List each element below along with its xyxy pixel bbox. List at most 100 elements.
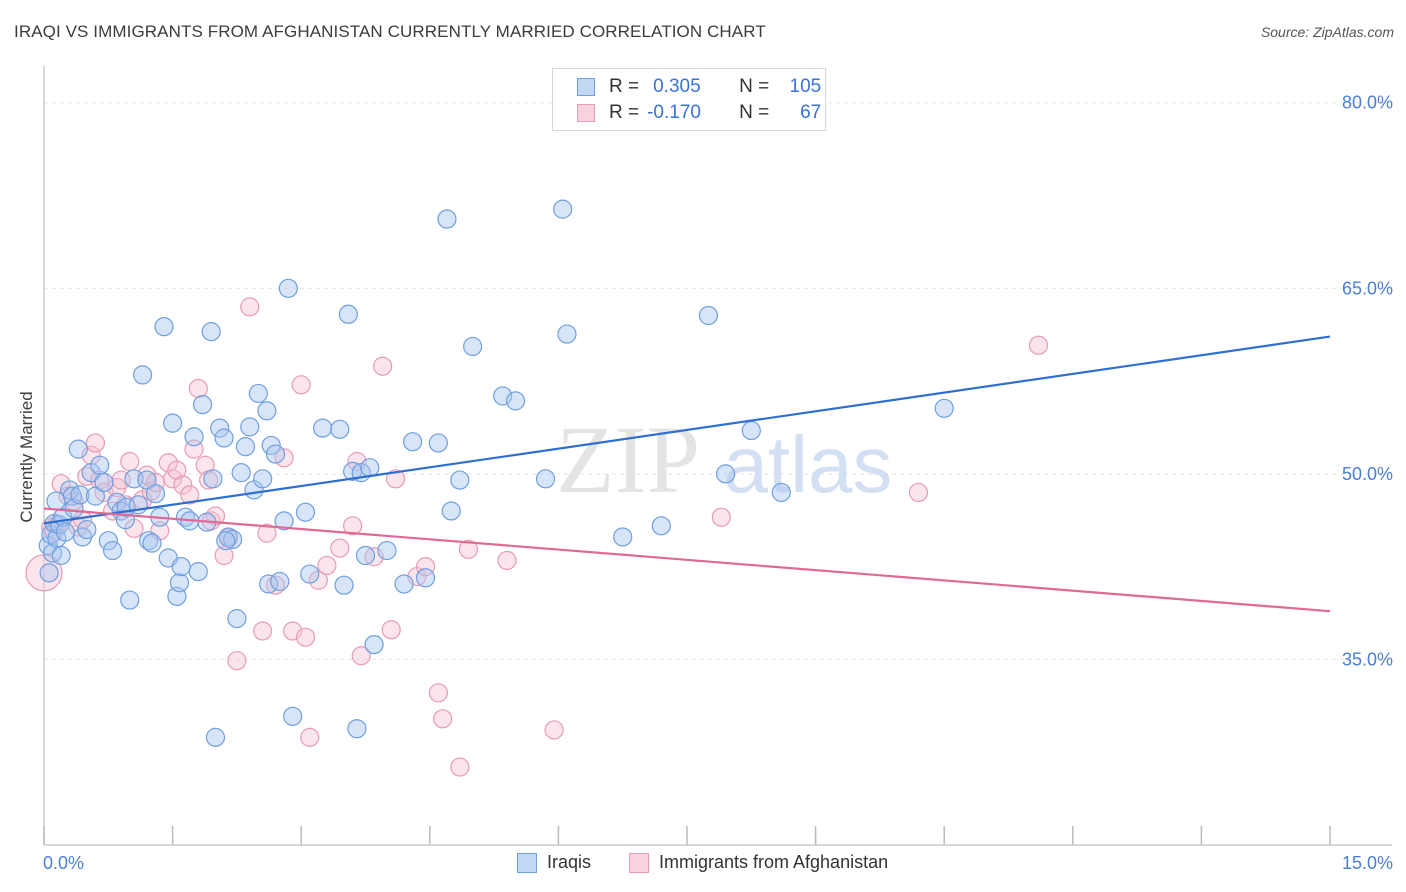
iraqi-point <box>535 469 556 489</box>
afghanistan-point <box>908 482 929 503</box>
series-legend-afghanistan[interactable]: Immigrants from Afghanistan <box>629 852 888 873</box>
legend-r-value: 0.305 <box>653 76 701 97</box>
iraqi-point <box>223 529 243 550</box>
series-legend: Iraqis Immigrants from Afghanistan <box>0 852 1406 878</box>
iraqi-point <box>145 484 166 504</box>
iraqi-point <box>154 317 174 337</box>
legend-n-label: N = <box>739 76 770 97</box>
iraqi-point <box>270 571 290 592</box>
y-tick-label: 35.0% <box>1342 649 1393 669</box>
iraqi-point <box>240 417 260 437</box>
afghanistan-point <box>433 709 453 729</box>
iraqi-point <box>505 391 526 411</box>
x-tick-label: 15.0% <box>1342 853 1393 873</box>
y-tick-label: 50.0% <box>1342 464 1393 484</box>
iraqi-point <box>68 439 88 459</box>
iraqi-point <box>70 485 90 505</box>
iraqi-point <box>184 427 204 447</box>
afghanistan-point <box>295 627 316 647</box>
axes <box>43 66 1392 846</box>
afghanistan-point <box>180 485 200 505</box>
legend-row-afghanistan: R = -0.170 N = 67 <box>577 101 821 125</box>
iraqi-point <box>248 383 268 404</box>
iraqi-point <box>278 278 298 298</box>
iraqi-point <box>210 418 230 438</box>
watermark: ZIP atlas <box>556 406 892 513</box>
iraqi-point <box>493 386 513 406</box>
iraqi-point <box>334 575 354 595</box>
iraqi-point <box>313 418 333 438</box>
iraqi-point <box>102 540 123 561</box>
legend-row-iraqis: R = 0.305 N = 105 <box>577 75 821 99</box>
iraqi-point <box>137 470 157 490</box>
iraqi-point <box>107 492 127 512</box>
iraqi-point <box>698 305 719 326</box>
iraqi-point <box>330 419 350 439</box>
iraqi-point <box>613 527 633 547</box>
iraqi-point <box>428 433 448 453</box>
afghanistan-point <box>227 651 247 671</box>
afghanistan-point <box>450 757 470 777</box>
legend-swatch-afghanistan <box>577 104 595 122</box>
iraqi-point <box>216 531 236 551</box>
afghanistan-point <box>373 356 393 376</box>
iraqi-point <box>55 522 76 542</box>
watermark-atlas: atlas <box>724 420 893 509</box>
tick-labels: 35.0% 50.0% 65.0% 80.0% 0.0% 15.0% <box>43 93 1393 873</box>
iraqi-point <box>274 511 294 531</box>
afghanistan-point <box>381 620 401 640</box>
iraqi-point <box>169 573 190 593</box>
iraqi-point <box>553 199 573 219</box>
iraqi-point <box>46 491 66 511</box>
iraqi-points <box>38 199 954 747</box>
iraqi-point <box>203 469 223 489</box>
iraqi-point <box>259 574 279 594</box>
afghanistan-point <box>711 507 731 527</box>
series-swatch-afghanistan <box>629 852 649 873</box>
iraqi-point <box>171 557 191 577</box>
legend-r-label: R = <box>609 76 640 97</box>
iraqi-point <box>437 209 457 229</box>
iraqi-point <box>265 444 286 464</box>
afghanistan-point <box>497 550 517 571</box>
iraqi-point <box>300 564 320 584</box>
iraqi-point <box>94 472 114 493</box>
iraqi-point <box>403 432 423 452</box>
iraqi-point <box>394 574 414 594</box>
afghanistan-point <box>85 433 106 453</box>
iraqi-point <box>283 706 303 726</box>
iraqi-point <box>39 563 59 583</box>
iraqi-point <box>463 336 483 357</box>
afghanistan-point <box>415 557 436 577</box>
iraqi-point <box>132 365 153 385</box>
afghanistan-point <box>428 683 448 703</box>
iraqi-point <box>231 463 251 483</box>
legend-r-value: -0.170 <box>647 102 701 123</box>
afghanistan-point <box>188 378 208 399</box>
afghanistan-points <box>25 297 1049 777</box>
gridlines <box>44 102 1392 660</box>
trend-lines <box>43 335 1331 613</box>
watermark-zip: ZIP <box>556 406 700 513</box>
iraqi-point <box>347 719 367 739</box>
iraqi-point <box>257 401 277 421</box>
afghanistan-point <box>253 621 273 641</box>
iraqi-point <box>85 486 106 506</box>
afghanistan-point <box>167 460 187 480</box>
iraqi-point <box>227 609 247 629</box>
iraqi-point <box>364 634 384 655</box>
correlation-legend: R = 0.305 N = 105 R = -0.170 N = 67 <box>552 68 826 131</box>
iraqi-point <box>415 568 436 588</box>
y-tick-label: 80.0% <box>1342 93 1393 113</box>
afghanistan-point <box>300 727 320 747</box>
afghanistan-point <box>458 539 478 559</box>
iraqi-point <box>295 502 316 522</box>
iraqi-point <box>360 458 380 478</box>
iraqi-point <box>214 428 234 448</box>
legend-n-value: 67 <box>800 102 822 123</box>
iraqi-point <box>235 437 256 457</box>
afghanistan-point <box>317 555 337 576</box>
afghanistan-point <box>173 475 193 495</box>
afghanistan-point <box>257 523 277 543</box>
series-legend-iraqis[interactable]: Iraqis <box>517 852 591 873</box>
